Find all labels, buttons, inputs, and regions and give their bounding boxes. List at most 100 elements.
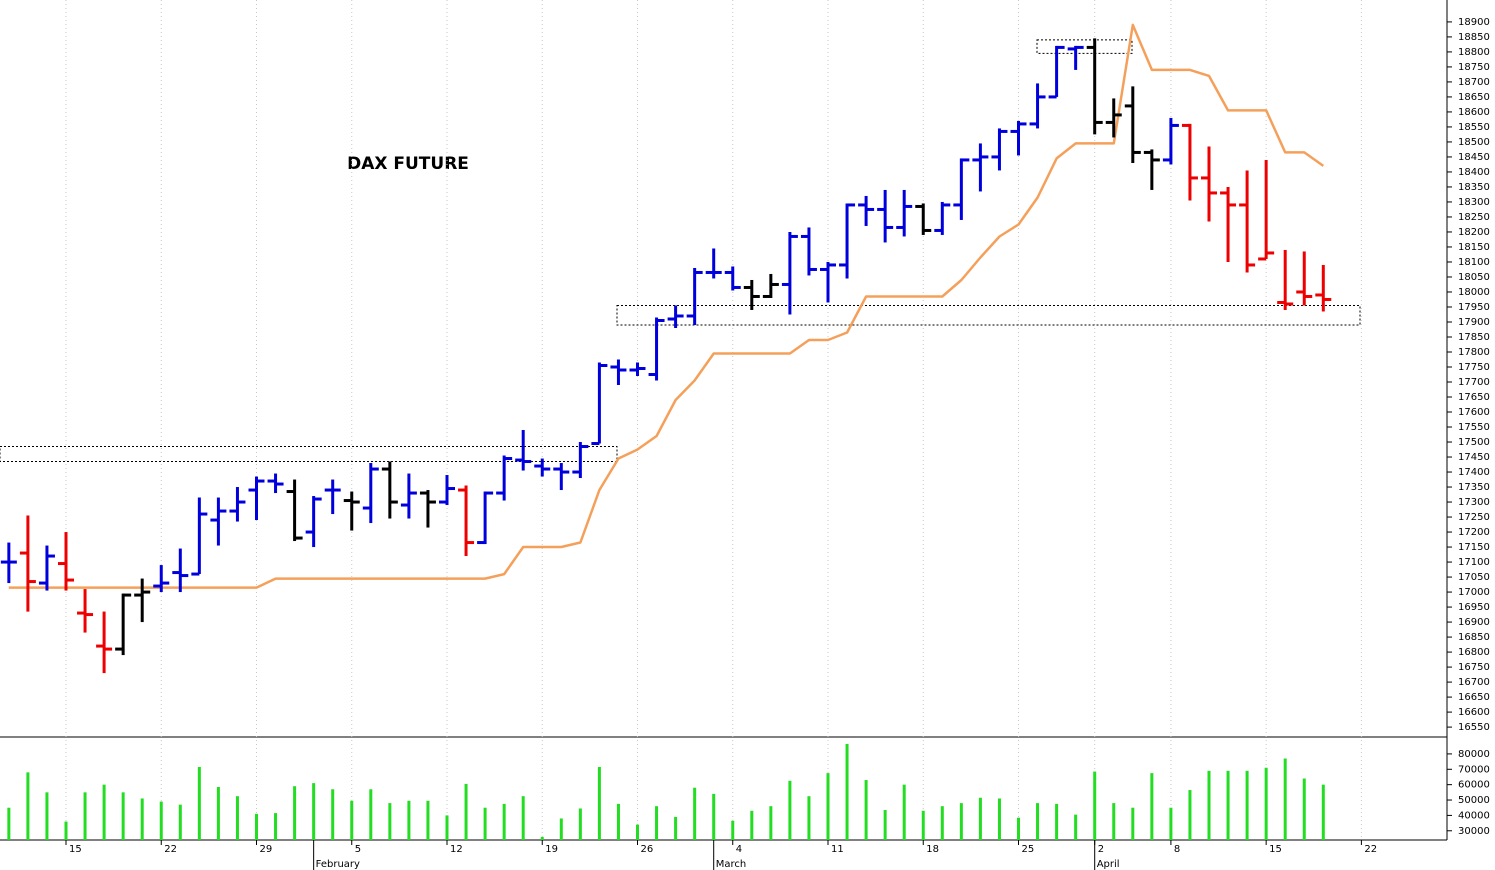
volume-bar [464, 783, 468, 840]
volume-bar [1264, 767, 1268, 840]
volume-bar [807, 796, 811, 840]
y-tick-label: 16950 [1458, 602, 1490, 613]
y-tick-label: 18750 [1458, 62, 1490, 73]
volume-bar [1226, 770, 1230, 840]
volume-bar [407, 800, 411, 840]
volume-bar [731, 820, 735, 840]
month-label: February [316, 859, 360, 870]
month-label: March [716, 859, 746, 870]
y-tick-label: 17850 [1458, 332, 1490, 343]
y-tick-label: 17050 [1458, 572, 1490, 583]
volume-bar [1321, 784, 1325, 840]
volume-bar [388, 803, 392, 840]
y-tick-label: 40000 [1458, 810, 1490, 821]
volume-bar [1074, 814, 1078, 840]
y-tick-label: 17300 [1458, 497, 1490, 508]
volume-bar [616, 803, 620, 840]
volume-bar [959, 803, 963, 840]
volume-bar [597, 766, 601, 840]
y-tick-label: 17650 [1458, 392, 1490, 403]
volume-bar [121, 792, 125, 840]
y-tick-label: 18900 [1458, 17, 1490, 28]
y-tick-label: 18250 [1458, 212, 1490, 223]
x-tick-label: 25 [1022, 844, 1035, 855]
volume-bar [1112, 803, 1116, 840]
y-tick-label: 18150 [1458, 242, 1490, 253]
volume-bar [159, 801, 163, 840]
volume-bar [197, 766, 201, 840]
x-tick-label: 4 [736, 844, 742, 855]
y-tick-label: 16800 [1458, 647, 1490, 658]
volume-bar [540, 836, 544, 840]
volume-bar [1188, 790, 1192, 840]
y-tick-label: 17150 [1458, 542, 1490, 553]
volume-bar [445, 815, 449, 840]
volume-bar [921, 810, 925, 840]
volume-bar [140, 798, 144, 840]
y-tick-label: 16600 [1458, 707, 1490, 718]
y-tick-label: 60000 [1458, 780, 1490, 791]
month-label: April [1097, 859, 1120, 870]
y-tick-label: 17550 [1458, 422, 1490, 433]
volume-bar [578, 808, 582, 840]
x-tick-label: 12 [450, 844, 463, 855]
volume-bar [1283, 758, 1287, 840]
y-tick-label: 17400 [1458, 467, 1490, 478]
y-tick-label: 17750 [1458, 362, 1490, 373]
volume-bar [845, 743, 849, 840]
x-tick-label: 22 [1364, 844, 1377, 855]
x-tick-label: 15 [1269, 844, 1282, 855]
volume-bar [1150, 773, 1154, 840]
volume-bar [902, 784, 906, 840]
y-tick-label: 17100 [1458, 557, 1490, 568]
x-tick-label: 29 [260, 844, 273, 855]
y-tick-label: 16900 [1458, 617, 1490, 628]
y-tick-label: 16550 [1458, 722, 1490, 733]
volume-bar [426, 800, 430, 840]
volume-bar [83, 792, 87, 840]
y-tick-label: 18500 [1458, 137, 1490, 148]
y-tick-label: 17000 [1458, 587, 1490, 598]
y-tick-label: 17250 [1458, 512, 1490, 523]
x-tick-label: 26 [641, 844, 654, 855]
y-tick-label: 17500 [1458, 437, 1490, 448]
y-tick-label: 18650 [1458, 92, 1490, 103]
volume-bar [674, 816, 678, 840]
support-zone [1036, 39, 1133, 54]
volume-bar [864, 780, 868, 840]
volume-bar [750, 810, 754, 840]
y-tick-label: 18550 [1458, 122, 1490, 133]
volume-bar [1207, 770, 1211, 840]
volume-bar [1017, 817, 1020, 840]
volume-bar [64, 821, 68, 840]
y-tick-label: 70000 [1458, 764, 1490, 775]
volume-bar [712, 793, 716, 840]
volume-bar [1131, 807, 1135, 840]
y-tick-label: 17600 [1458, 407, 1490, 418]
volume-bar [769, 806, 773, 840]
volume-bar [369, 789, 373, 840]
volume-bar [293, 786, 297, 840]
y-tick-label: 17200 [1458, 527, 1490, 538]
stop-line [8, 23, 1325, 589]
x-tick-label: 22 [164, 844, 177, 855]
y-tick-label: 18800 [1458, 47, 1490, 58]
y-tick-label: 18600 [1458, 107, 1490, 118]
volume-bar [216, 786, 220, 840]
x-tick-label: 19 [545, 844, 558, 855]
y-tick-label: 18000 [1458, 287, 1490, 298]
x-tick-label: 11 [831, 844, 844, 855]
y-tick-label: 80000 [1458, 749, 1490, 760]
volume-bar [1169, 807, 1173, 840]
x-tick-label: 15 [69, 844, 82, 855]
y-tick-label: 30000 [1458, 826, 1490, 837]
volume-bar [1036, 803, 1040, 840]
volume-bar [940, 806, 944, 840]
x-tick-label: 5 [355, 844, 361, 855]
y-tick-label: 18850 [1458, 32, 1490, 43]
volume-bar [1302, 778, 1306, 840]
y-tick-label: 17450 [1458, 452, 1490, 463]
volume-bar [331, 789, 335, 840]
volume-bar [655, 806, 659, 840]
